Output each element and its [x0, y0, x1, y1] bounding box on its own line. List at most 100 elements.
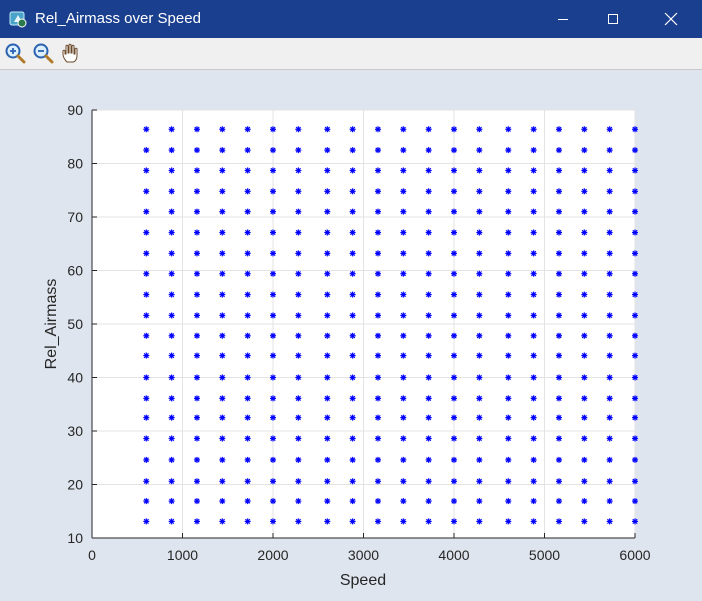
y-tick-label: 90	[67, 102, 83, 118]
data-point	[143, 414, 150, 421]
data-point	[555, 208, 562, 215]
x-tick-label: 5000	[529, 547, 560, 563]
zoom-out-icon	[33, 43, 54, 64]
data-point	[324, 167, 331, 174]
data-point	[400, 395, 407, 402]
data-point	[505, 312, 512, 319]
data-point	[349, 332, 356, 339]
zoom-in-button[interactable]	[3, 41, 27, 65]
data-point	[555, 126, 562, 133]
x-tick-label: 0	[88, 547, 96, 563]
data-point	[349, 250, 356, 257]
data-point	[555, 147, 562, 154]
data-point	[530, 414, 537, 421]
data-point	[168, 291, 175, 298]
data-point	[244, 435, 251, 442]
data-point	[555, 498, 562, 505]
data-point	[555, 352, 562, 359]
data-point	[219, 395, 226, 402]
data-point	[581, 414, 588, 421]
data-point	[193, 291, 200, 298]
y-tick-label: 10	[67, 530, 83, 546]
data-point	[530, 147, 537, 154]
pan-button[interactable]	[59, 41, 83, 65]
x-tick-label: 4000	[438, 547, 469, 563]
data-point	[451, 435, 457, 442]
data-point	[581, 208, 588, 215]
data-point	[270, 312, 276, 319]
data-point	[476, 478, 483, 485]
data-point	[324, 435, 331, 442]
data-point	[244, 126, 251, 133]
data-point	[193, 518, 200, 525]
data-point	[270, 352, 276, 359]
close-button[interactable]	[648, 0, 694, 38]
data-point	[581, 126, 588, 133]
data-point	[606, 352, 613, 359]
data-points	[143, 126, 638, 525]
data-point	[244, 518, 251, 525]
data-point	[400, 414, 407, 421]
data-point	[193, 395, 200, 402]
data-point	[219, 518, 226, 525]
data-point	[400, 312, 407, 319]
data-point	[324, 456, 331, 463]
data-point	[505, 414, 512, 421]
data-point	[425, 352, 432, 359]
data-point	[295, 332, 302, 339]
x-tick-label: 6000	[619, 547, 650, 563]
data-point	[219, 167, 226, 174]
data-point	[244, 352, 251, 359]
data-point	[244, 270, 251, 277]
data-point	[143, 167, 150, 174]
data-point	[168, 167, 175, 174]
data-point	[581, 435, 588, 442]
data-point	[193, 478, 200, 485]
data-point	[505, 147, 512, 154]
data-point	[530, 188, 537, 195]
data-point	[530, 456, 537, 463]
data-point	[324, 147, 331, 154]
data-point	[143, 395, 150, 402]
data-point	[451, 395, 457, 402]
data-point	[374, 312, 381, 319]
data-point	[530, 332, 537, 339]
data-point	[425, 270, 432, 277]
data-point	[505, 332, 512, 339]
minimize-icon	[558, 19, 568, 20]
scatter-chart[interactable]: 0 1000 2000 3000 4000 5000 6000 10 20 30 40 50 60 70 8…	[0, 70, 702, 596]
data-point	[374, 456, 381, 463]
data-point	[476, 352, 483, 359]
data-point	[168, 332, 175, 339]
data-point	[295, 270, 302, 277]
data-point	[400, 498, 407, 505]
data-point	[400, 352, 407, 359]
data-point	[349, 270, 356, 277]
data-point	[295, 167, 302, 174]
data-point	[581, 352, 588, 359]
data-point	[219, 208, 226, 215]
minimize-button[interactable]	[540, 0, 586, 38]
data-point	[476, 395, 483, 402]
data-point	[374, 414, 381, 421]
data-point	[632, 270, 638, 277]
data-point	[555, 456, 562, 463]
data-point	[349, 291, 356, 298]
maximize-button[interactable]	[590, 0, 636, 38]
data-point	[295, 188, 302, 195]
data-point	[400, 126, 407, 133]
data-point	[168, 250, 175, 257]
data-point	[581, 498, 588, 505]
data-point	[295, 518, 302, 525]
data-point	[606, 126, 613, 133]
data-point	[400, 456, 407, 463]
data-point	[374, 126, 381, 133]
data-point	[143, 126, 150, 133]
data-point	[168, 147, 175, 154]
x-tick-label: 2000	[257, 547, 288, 563]
data-point	[295, 414, 302, 421]
data-point	[244, 208, 251, 215]
zoom-out-button[interactable]	[31, 41, 55, 65]
data-point	[476, 374, 483, 381]
data-point	[632, 498, 638, 505]
